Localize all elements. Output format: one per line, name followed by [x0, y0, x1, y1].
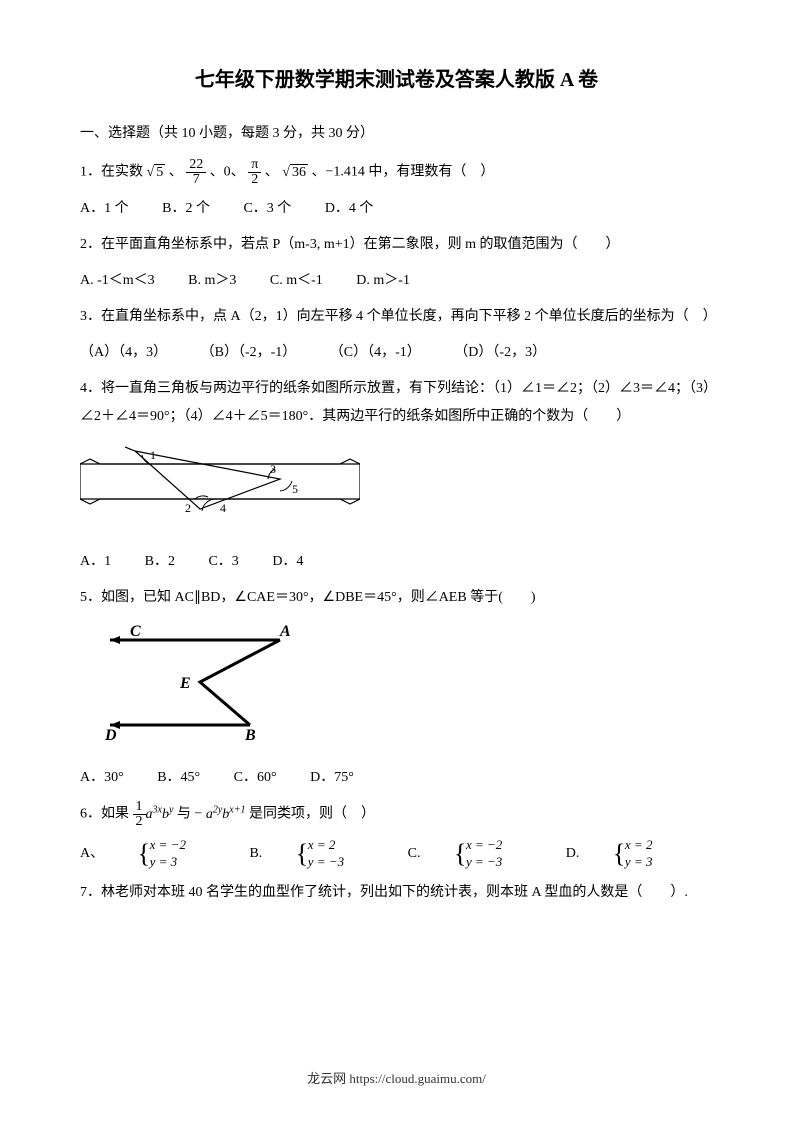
frac-1-2: 12 [133, 800, 146, 829]
opt-B: B. x = 2y = −3 [249, 837, 374, 871]
q4-diagram: 1 2 3 4 5 [80, 439, 713, 540]
angle-1-label: 1 [150, 448, 156, 462]
q1-prefix: 1．在实数 [80, 165, 143, 180]
opt-B: B. m＞3 [188, 267, 236, 295]
opt-B: B．2 个 [162, 195, 210, 223]
system-B: x = 2y = −3 [296, 837, 344, 871]
question-6: 6．如果 12a3xby 与 − a2ybx+1 是同类项，则（ ） [80, 800, 713, 829]
opt-B: B．2 [145, 548, 175, 576]
opt-A-label: A、 [80, 840, 104, 868]
opt-A: （A）（4，3） [80, 339, 167, 367]
opt-A: A、 x = −2y = 3 [80, 837, 216, 871]
q6-options: A、 x = −2y = 3 B. x = 2y = −3 C. x = −2y… [80, 837, 713, 871]
frac-22-7: 227 [186, 158, 206, 187]
opt-D: D．75° [310, 764, 354, 792]
q5-options: A．30° B．45° C．60° D．75° [80, 764, 713, 792]
sqrt-36: 36 [282, 159, 308, 187]
question-2: 2．在平面直角坐标系中，若点 P（m-3, m+1）在第二象限，则 m 的取值范… [80, 231, 713, 259]
opt-D: （D）（-2，3） [454, 339, 546, 367]
q6-prefix: 6．如果 [80, 807, 129, 822]
opt-C: C．3 [208, 548, 238, 576]
sep: 、0、 [210, 165, 245, 180]
sep: 、 [169, 165, 183, 180]
sqrt-5: 5 [147, 159, 166, 187]
q6-suffix: 是同类项，则（ ） [249, 807, 375, 822]
section-heading: 一、选择题（共 10 小题，每题 3 分，共 30 分） [80, 120, 713, 148]
angle-5-label: 5 [292, 482, 298, 496]
system-D: x = 2y = 3 [613, 837, 653, 871]
question-4: 4．将一直角三角板与两边平行的纸条如图所示放置，有下列结论：（1）∠1＝∠2；（… [80, 375, 713, 431]
opt-D-label: D. [566, 840, 580, 868]
opt-A: A．30° [80, 764, 124, 792]
angle-4-label: 4 [220, 501, 226, 515]
question-1: 1．在实数 5 、 227 、0、 π2 、 36 、−1.414 中，有理数有… [80, 158, 713, 187]
q4-options: A．1 B．2 C．3 D．4 [80, 548, 713, 576]
angle-2-label: 2 [185, 501, 191, 515]
label-D: D [104, 727, 117, 744]
q6-term2: a2ybx+1 [206, 807, 246, 822]
opt-C: C. m＜-1 [270, 267, 323, 295]
q6-term1: a3xby [146, 807, 174, 822]
opt-D: D．4 个 [325, 195, 374, 223]
opt-D: D. x = 2y = 3 [566, 837, 683, 871]
opt-C: C. x = −2y = −3 [408, 837, 533, 871]
question-5: 5．如图，已知 AC∥BD，∠CAE＝30°，∠DBE＝45°，则∠AEB 等于… [80, 584, 713, 612]
question-3: 3．在直角坐标系中，点 A（2，1）向左平移 4 个单位长度，再向下平移 2 个… [80, 303, 713, 331]
label-A: A [279, 623, 291, 640]
opt-A: A．1 个 [80, 195, 129, 223]
frac-pi-2: π2 [248, 158, 261, 187]
label-E: E [179, 675, 191, 692]
opt-C: （C）（4，-1） [330, 339, 421, 367]
page-title: 七年级下册数学期末测试卷及答案人教版 A 卷 [80, 60, 713, 100]
label-B: B [244, 727, 256, 744]
opt-D: D. m＞-1 [356, 267, 410, 295]
q2-options: A. -1＜m＜3 B. m＞3 C. m＜-1 D. m＞-1 [80, 267, 713, 295]
sep: 、 [265, 165, 279, 180]
opt-D: D．4 [272, 548, 303, 576]
q1-options: A．1 个 B．2 个 C．3 个 D．4 个 [80, 195, 713, 223]
label-C: C [130, 623, 141, 640]
opt-B-label: B. [249, 840, 262, 868]
opt-A: A．1 [80, 548, 111, 576]
system-A: x = −2y = 3 [138, 837, 186, 871]
opt-B: B．45° [157, 764, 200, 792]
angle-3-label: 3 [270, 462, 276, 476]
opt-B: （B）（-2，-1） [201, 339, 297, 367]
opt-C: C．3 个 [243, 195, 291, 223]
q6-and: 与 − [177, 807, 206, 822]
opt-A: A. -1＜m＜3 [80, 267, 155, 295]
q3-options: （A）（4，3） （B）（-2，-1） （C）（4，-1） （D）（-2，3） [80, 339, 713, 367]
footer-link: 龙云网 https://cloud.guaimu.com/ [0, 1066, 793, 1092]
q1-suffix: 、−1.414 中，有理数有（ ） [311, 165, 494, 180]
q5-diagram: C A E D B [80, 620, 713, 756]
opt-C: C．60° [234, 764, 277, 792]
system-C: x = −2y = −3 [454, 837, 502, 871]
opt-C-label: C. [408, 840, 421, 868]
question-7: 7．林老师对本班 40 名学生的血型作了统计，列出如下的统计表，则本班 A 型血… [80, 879, 713, 907]
